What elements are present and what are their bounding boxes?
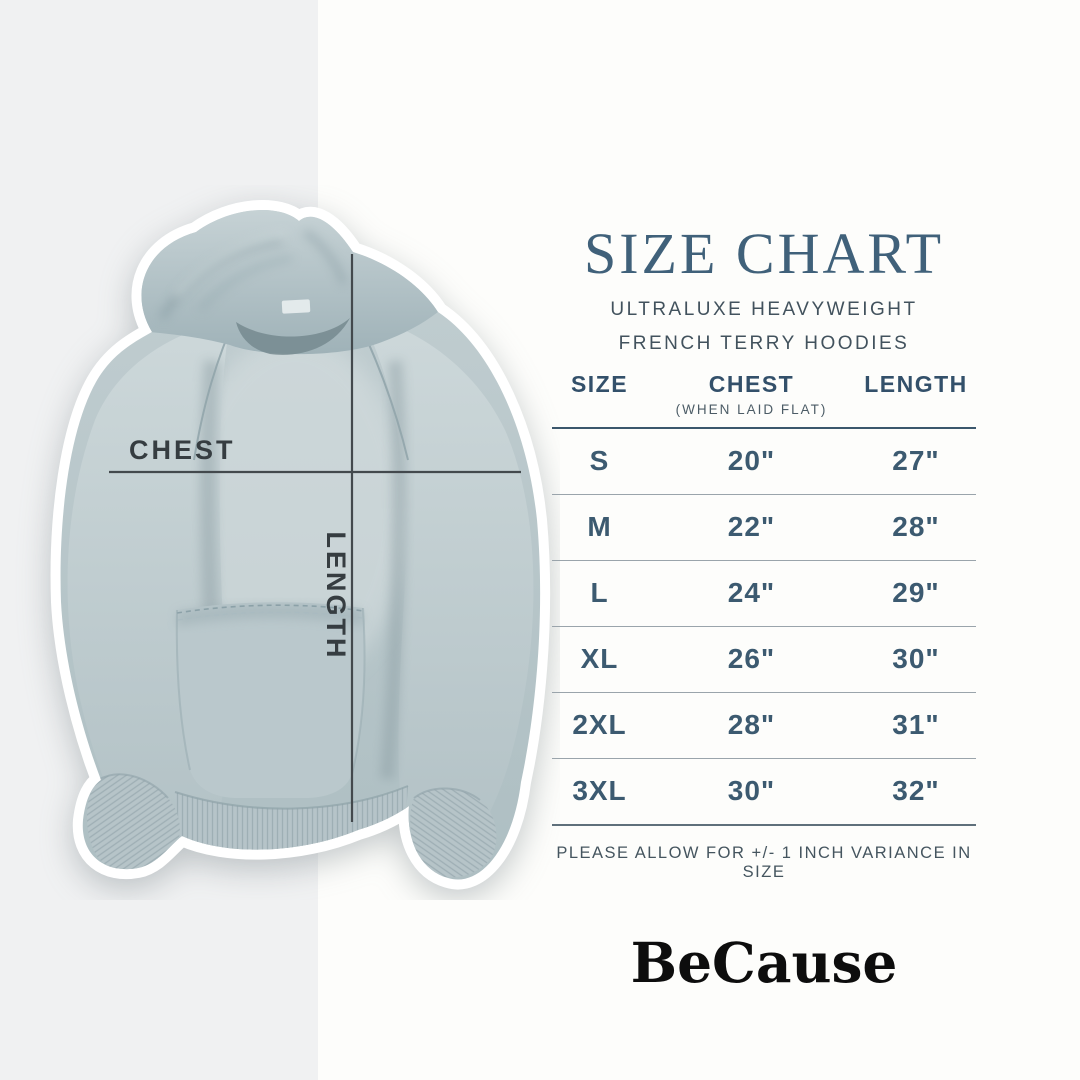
length-label: LENGTH [321, 532, 351, 661]
chest-value: 28" [727, 709, 776, 741]
kangaroo-pocket [175, 602, 366, 798]
length-value: 29" [892, 577, 940, 609]
right-cuff [410, 787, 497, 878]
size-value: M [587, 511, 612, 543]
page-title: SIZE CHART [583, 221, 945, 286]
length-value: 30" [892, 643, 940, 675]
table-row: XL 26" 30" [552, 627, 976, 693]
hood [139, 210, 438, 355]
chest-label: CHEST [129, 435, 236, 465]
brand-logo: BeCause [630, 930, 898, 995]
size-value: L [590, 577, 609, 609]
hoodie-photo: CHEST LENGTH [0, 185, 560, 900]
table-row: 2XL 28" 31" [552, 693, 976, 759]
column-header-chest-label: CHEST [708, 370, 795, 397]
size-table: SIZE CHEST (WHEN LAID FLAT) LENGTH S 20"… [552, 371, 976, 826]
table-row: S 20" 27" [552, 429, 976, 495]
table-row: L 24" 29" [552, 561, 976, 627]
chest-value: 20" [727, 445, 776, 477]
chest-value: 22" [727, 511, 776, 543]
hood-opening [236, 318, 350, 355]
size-value: 3XL [572, 775, 627, 807]
left-cuff [86, 773, 180, 872]
size-value: 2XL [572, 709, 627, 741]
table-row: M 22" 28" [552, 495, 976, 561]
subtitle-line-1: ULTRALUXE HEAVYWEIGHT [610, 298, 918, 320]
neck-label [281, 299, 311, 314]
length-value: 28" [892, 511, 940, 543]
length-value: 27" [892, 445, 940, 477]
column-header-chest: CHEST (WHEN LAID FLAT) [647, 371, 856, 417]
chest-value: 30" [727, 775, 776, 807]
column-header-length: LENGTH [864, 370, 968, 397]
size-chart-panel: SIZE CHART ULTRALUXE HEAVYWEIGHT FRENCH … [552, 221, 976, 882]
chest-value: 26" [727, 643, 776, 675]
variance-footnote: PLEASE ALLOW FOR +/- 1 INCH VARIANCE IN … [556, 843, 972, 881]
chest-value: 24" [727, 577, 776, 609]
subtitle-line-2: FRENCH TERRY HOODIES [618, 332, 910, 354]
length-value: 31" [892, 709, 940, 741]
column-header-size: SIZE [570, 370, 629, 397]
length-value: 32" [892, 775, 940, 807]
table-row: 3XL 30" 32" [552, 759, 976, 826]
chest-note: (WHEN LAID FLAT) [675, 401, 828, 417]
size-value: S [589, 445, 610, 477]
hoodie-illustration: CHEST LENGTH [0, 185, 560, 900]
size-value: XL [580, 643, 619, 675]
size-table-header: SIZE CHEST (WHEN LAID FLAT) LENGTH [552, 371, 976, 429]
